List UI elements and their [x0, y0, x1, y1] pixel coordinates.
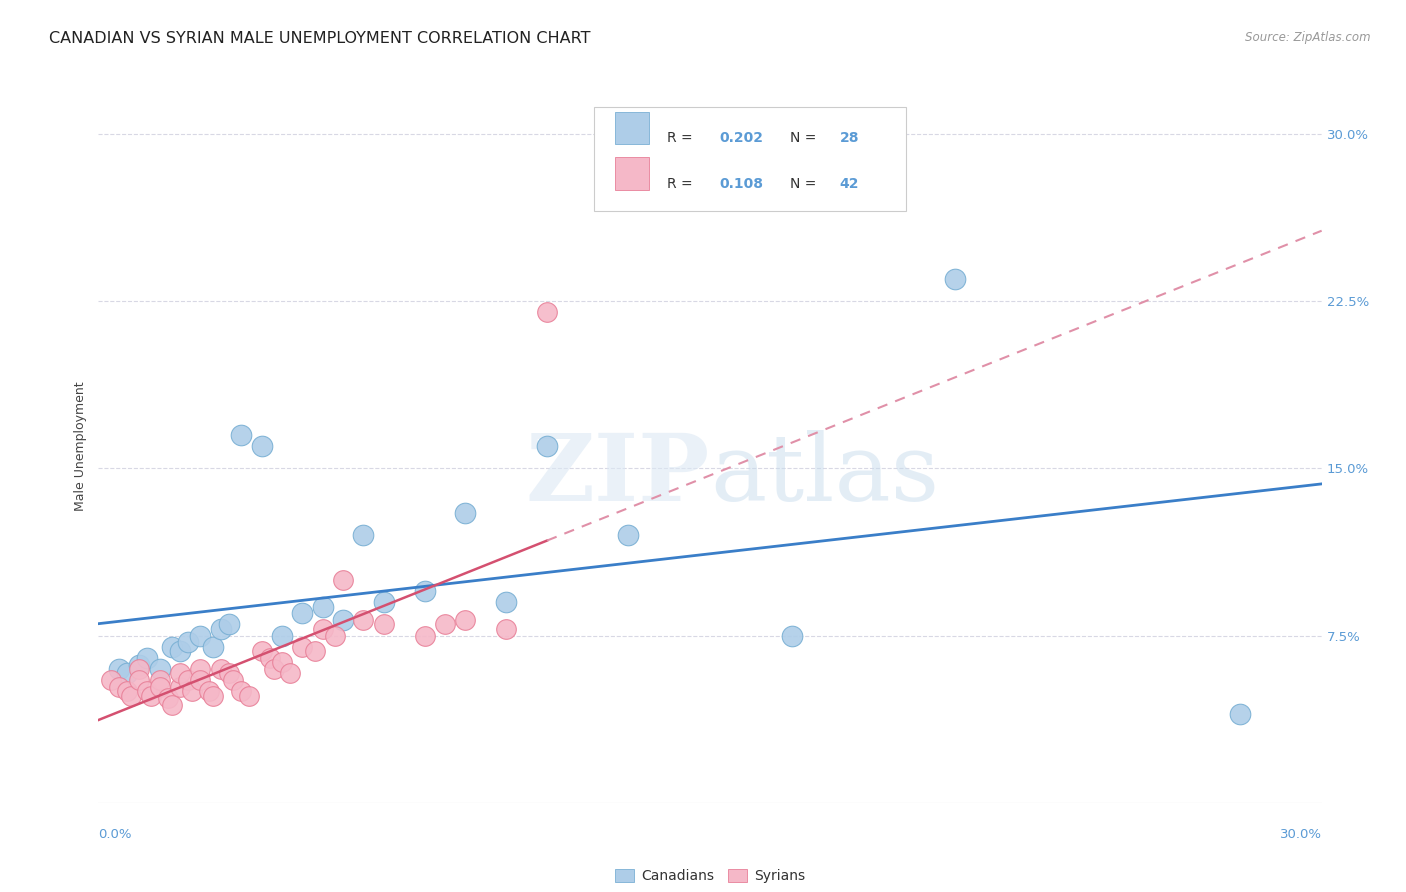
Point [780, 628, 803, 642]
Point [100, 673, 122, 687]
Point [169, 666, 191, 681]
Text: Source: ZipAtlas.com: Source: ZipAtlas.com [1246, 31, 1371, 45]
FancyBboxPatch shape [593, 107, 905, 211]
Point [312, 622, 335, 636]
Point [149, 680, 172, 694]
Point [263, 662, 285, 676]
Point [304, 644, 326, 658]
Point [413, 628, 436, 642]
Point [181, 684, 204, 698]
Text: 0.108: 0.108 [720, 177, 763, 191]
Bar [614, 112, 650, 145]
Point [332, 573, 354, 587]
Text: CANADIAN VS SYRIAN MALE UNEMPLOYMENT CORRELATION CHART: CANADIAN VS SYRIAN MALE UNEMPLOYMENT COR… [49, 31, 591, 46]
Point [201, 640, 224, 654]
Point [617, 528, 640, 542]
Point [495, 595, 517, 609]
Point [270, 628, 294, 642]
Point [454, 506, 477, 520]
Text: 30.0%: 30.0% [1279, 828, 1322, 841]
Legend: Canadians, Syrians: Canadians, Syrians [609, 863, 811, 888]
Text: 42: 42 [839, 177, 859, 191]
Point [209, 622, 232, 636]
Point [218, 617, 240, 632]
Point [218, 666, 240, 681]
Point [115, 666, 138, 681]
Point [332, 613, 354, 627]
Point [160, 640, 183, 654]
Point [209, 662, 232, 676]
Point [250, 439, 273, 453]
Point [222, 673, 245, 687]
Point [177, 673, 200, 687]
Point [454, 613, 477, 627]
Point [1229, 706, 1251, 721]
Text: 0.0%: 0.0% [98, 828, 132, 841]
Point [188, 673, 212, 687]
Point [169, 680, 191, 694]
Point [188, 628, 212, 642]
Point [115, 684, 138, 698]
Point [169, 644, 191, 658]
Point [373, 595, 395, 609]
Point [149, 662, 172, 676]
Point [352, 528, 374, 542]
Point [201, 689, 224, 703]
Point [373, 617, 395, 632]
Point [177, 635, 200, 649]
Point [291, 607, 314, 621]
Point [943, 271, 966, 285]
Text: ZIP: ZIP [526, 430, 710, 519]
Point [120, 689, 142, 703]
Point [495, 622, 517, 636]
Point [434, 617, 457, 632]
Text: N =: N = [790, 177, 820, 191]
Point [250, 644, 273, 658]
Text: 0.202: 0.202 [720, 130, 763, 145]
Point [128, 657, 150, 672]
Y-axis label: Male Unemployment: Male Unemployment [75, 381, 87, 511]
Bar [614, 158, 650, 190]
Point [128, 662, 150, 676]
Point [536, 305, 558, 319]
Point [270, 655, 294, 669]
Point [291, 640, 314, 654]
Text: 28: 28 [839, 130, 859, 145]
Point [259, 651, 281, 665]
Point [238, 689, 260, 703]
Point [141, 689, 163, 703]
Point [231, 684, 253, 698]
Point [352, 613, 374, 627]
Point [312, 599, 335, 614]
Point [108, 662, 131, 676]
Text: N =: N = [790, 130, 820, 145]
Point [128, 673, 150, 687]
Point [156, 690, 179, 705]
Text: R =: R = [668, 177, 697, 191]
Point [149, 673, 172, 687]
Point [536, 439, 558, 453]
Point [188, 662, 212, 676]
Point [108, 680, 131, 694]
Text: R =: R = [668, 130, 697, 145]
Point [413, 583, 436, 598]
Point [197, 684, 219, 698]
Point [231, 427, 253, 442]
Text: atlas: atlas [710, 430, 939, 519]
Point [160, 698, 183, 712]
Point [136, 651, 159, 665]
Point [136, 684, 159, 698]
Point [323, 628, 346, 642]
Point [278, 666, 301, 681]
